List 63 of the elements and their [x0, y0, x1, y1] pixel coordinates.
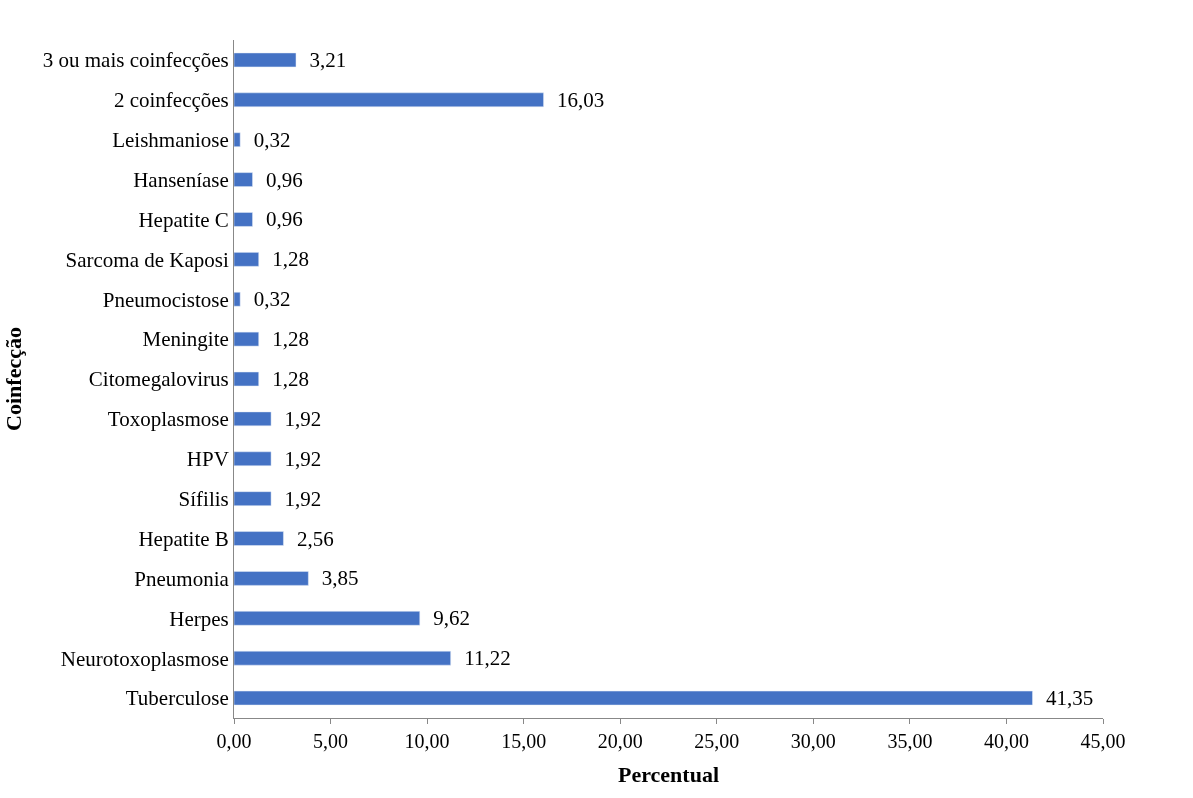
data-label: 0,96	[255, 207, 303, 232]
y-tick-label: Leishmaniose	[112, 128, 229, 153]
bar	[234, 52, 297, 68]
bar	[234, 132, 241, 147]
y-tick-label: Hanseníase	[133, 167, 229, 192]
bar	[234, 252, 259, 267]
data-label: 41,35	[1035, 686, 1094, 711]
x-tick-label: 10,00	[404, 730, 450, 752]
x-tick-label: 5,00	[313, 730, 349, 752]
data-label: 2,56	[286, 526, 334, 551]
y-tick-label: Sífilis	[178, 487, 229, 511]
bar	[234, 531, 284, 546]
data-label: 1,92	[274, 486, 322, 511]
data-label: 0,32	[243, 287, 291, 312]
bar	[234, 172, 253, 187]
bar	[234, 371, 259, 387]
data-label: 16,03	[546, 87, 605, 112]
data-label: 1,28	[261, 247, 309, 272]
bar	[234, 331, 259, 347]
data-label: 0,32	[243, 127, 291, 152]
data-label: 1,92	[274, 406, 322, 431]
y-tick-label: Herpes	[169, 606, 229, 631]
data-label: 0,96	[255, 167, 303, 192]
y-tick-label: HPV	[186, 447, 229, 472]
x-axis-title: Percentual	[617, 761, 720, 787]
data-label: 3,85	[311, 566, 359, 591]
x-tick-label: 35,00	[887, 730, 933, 752]
bar	[234, 451, 272, 466]
bar	[234, 292, 241, 307]
y-axis-title: Coinfecção	[0, 327, 26, 431]
y-tick-label: 2 coinfecções	[113, 88, 229, 113]
data-label: 9,62	[422, 606, 471, 631]
y-tick-label: Pneumocistose	[102, 287, 229, 312]
y-tick-label: Meningite	[142, 327, 229, 352]
bar	[234, 650, 451, 666]
y-tick-label: Toxoplasmose	[107, 407, 229, 432]
x-tick-label: 20,00	[597, 730, 643, 752]
y-tick-label: Hepatite B	[138, 526, 229, 551]
data-label: 11,22	[453, 646, 511, 671]
data-label: 1,92	[274, 446, 322, 471]
bar	[234, 491, 272, 506]
x-tick-label: 30,00	[790, 730, 836, 752]
data-label: 1,28	[261, 327, 309, 352]
y-tick-label: Tuberculose	[125, 686, 229, 711]
x-tick-label: 15,00	[501, 730, 547, 752]
y-tick-label: 3 ou mais coinfecções	[42, 48, 229, 73]
y-tick-label: Neurotoxoplasmose	[60, 646, 229, 671]
y-tick-label: Hepatite C	[138, 207, 229, 232]
data-label: 1,28	[261, 367, 309, 391]
y-tick-label: Pneumonia	[134, 566, 230, 591]
data-label: 3,21	[298, 47, 347, 72]
bar	[234, 212, 253, 227]
bar	[234, 611, 421, 626]
x-tick-label: 0,00	[216, 730, 252, 752]
x-tick-label: 25,00	[694, 730, 740, 752]
bar	[234, 92, 544, 108]
bar	[234, 571, 309, 586]
y-tick-label: Sarcoma de Kaposi	[65, 247, 229, 272]
bar	[234, 690, 1033, 706]
x-tick-label: 45,00	[1080, 730, 1126, 752]
bar	[234, 411, 272, 427]
y-tick-label: Citomegalovirus	[88, 367, 229, 392]
x-tick-label: 40,00	[983, 730, 1029, 752]
